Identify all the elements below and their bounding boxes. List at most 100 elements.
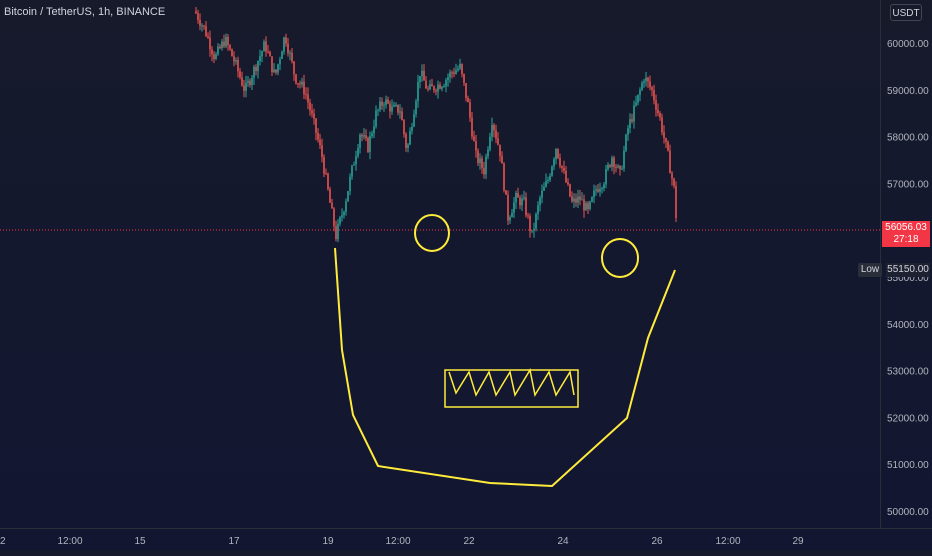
candle-body [217, 46, 219, 55]
candle-body [297, 83, 299, 85]
candle-body [549, 175, 551, 181]
candle-body [359, 134, 361, 149]
candle-body [561, 165, 563, 168]
time-tick-label: 12:00 [57, 536, 82, 547]
price-tick-label: 59000.00 [887, 86, 929, 97]
candle-body [237, 59, 239, 72]
candle-body [597, 189, 599, 192]
candle-body [393, 105, 395, 107]
jaw-line [334, 247, 676, 488]
candle-body [559, 157, 561, 166]
candle-body [535, 213, 537, 229]
candle-body [383, 104, 385, 106]
candle-body [599, 188, 601, 192]
left-eye-circle [414, 214, 450, 252]
candle-body [369, 136, 371, 152]
candle-body [427, 88, 429, 90]
candle-body [335, 226, 337, 240]
candle-body [223, 41, 225, 47]
candle-body [431, 84, 433, 87]
candle-body [407, 144, 409, 148]
price-tick-label: 60000.00 [887, 39, 929, 50]
candle-body [651, 87, 653, 90]
candle-body [337, 223, 339, 240]
candle-body [323, 157, 325, 174]
candle-body [425, 80, 427, 89]
price-tick-label: 55000.00 [887, 273, 929, 284]
candle-body [621, 168, 623, 170]
candle-body [441, 86, 443, 89]
candle-body [675, 185, 677, 218]
candle-body [219, 46, 221, 49]
candle-body [389, 103, 391, 112]
candle-body [617, 165, 619, 168]
candle-body [619, 165, 621, 170]
candle-body [215, 54, 217, 60]
candle-body [579, 196, 581, 200]
candle-body [429, 84, 431, 90]
right-eye-circle [601, 238, 639, 278]
candle-body [413, 114, 415, 127]
candle-body [571, 196, 573, 202]
chart-area[interactable] [0, 0, 880, 528]
candle-body [435, 90, 437, 92]
candle-body [531, 230, 533, 232]
candle-body [329, 189, 331, 203]
candle-body [627, 128, 629, 135]
time-axis[interactable]: 2 12:00 15 17 19 12:00 22 24 26 12:00 29 [0, 528, 932, 551]
time-tick-label: 2 [0, 536, 6, 547]
candle-body [585, 203, 587, 211]
candle-body [197, 13, 199, 20]
candle-body [353, 164, 355, 166]
candle-body [625, 134, 627, 151]
mouth-rect [444, 369, 579, 408]
time-tick-label: 26 [651, 536, 663, 547]
candle-body [567, 182, 569, 185]
candle-body [577, 196, 579, 203]
price-tick-label: 51000.00 [887, 460, 929, 471]
candle-body [273, 69, 275, 73]
candle-body [225, 36, 227, 47]
candle-body [555, 148, 557, 160]
candle-body [479, 158, 481, 164]
candle-body [515, 192, 517, 203]
candle-body [307, 94, 309, 103]
candle-body [545, 180, 547, 187]
candle-body [659, 113, 661, 118]
candle-body [481, 158, 483, 168]
candle-body [247, 80, 249, 83]
candle-body [371, 133, 373, 137]
candle-body [589, 201, 591, 210]
candle-body [343, 211, 345, 216]
candle-body [317, 132, 319, 140]
candle-body [249, 80, 251, 85]
candle-body [603, 184, 605, 189]
currency-badge[interactable]: USDT [890, 4, 922, 21]
candle-body [605, 168, 607, 185]
candle-body [391, 106, 393, 112]
candle-body [241, 77, 243, 86]
candle-body [339, 217, 341, 224]
candle-body [327, 173, 329, 190]
candle-body [557, 148, 559, 158]
candle-body [333, 208, 335, 227]
candle-body [309, 102, 311, 111]
candle-body [499, 144, 501, 157]
candle-body [553, 159, 555, 167]
candle-body [537, 205, 539, 214]
candle-body [281, 51, 283, 59]
candle-body [445, 80, 447, 87]
candle-body [257, 61, 259, 72]
candle-body [243, 85, 245, 91]
price-tick-label: 54000.00 [887, 320, 929, 331]
price-chart[interactable] [0, 0, 880, 528]
candle-body [615, 167, 617, 169]
candle-body [213, 54, 215, 60]
candle-body [293, 61, 295, 75]
candle-body [475, 141, 477, 151]
candle-body [283, 37, 285, 52]
candle-body [287, 43, 289, 54]
candle-body [433, 86, 435, 91]
candle-body [527, 215, 529, 217]
candle-body [665, 137, 667, 142]
